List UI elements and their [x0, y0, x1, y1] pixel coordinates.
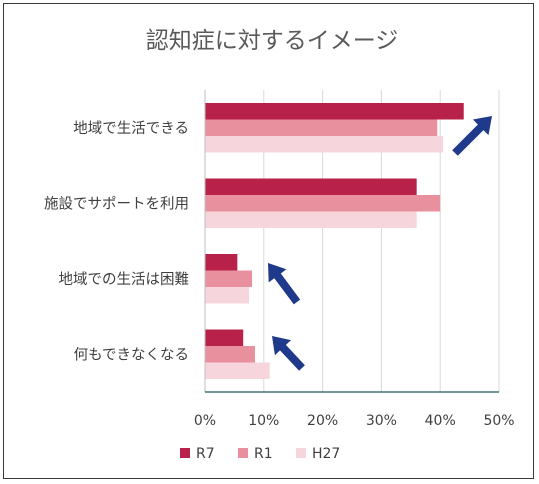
legend-label: R7	[196, 446, 215, 462]
x-tick-label: 20%	[307, 413, 338, 429]
bar-r7	[205, 178, 417, 195]
bar-r7	[205, 329, 244, 346]
bar-h27	[205, 136, 444, 153]
legend-swatch-r7	[180, 448, 190, 458]
arrow-icon	[268, 263, 301, 305]
annotation-arrows	[268, 116, 492, 371]
category-label: 地域での生活は困難	[59, 271, 190, 288]
bar-h27	[205, 287, 250, 304]
chart-frame	[3, 3, 534, 479]
legend-swatch-h27	[296, 448, 306, 458]
chart-title: 認知症に対するイメージ	[146, 28, 399, 54]
bar-r1	[205, 346, 255, 363]
legend: R7 R1 H27	[180, 446, 340, 462]
bar-h27	[205, 211, 417, 228]
bar-r1	[205, 119, 438, 136]
legend-label: R1	[254, 446, 273, 462]
legend-label: H27	[312, 446, 340, 462]
category-label: 地域で生活できる	[73, 120, 189, 137]
x-tick-label: 0%	[194, 413, 216, 429]
bar-r7	[205, 254, 238, 271]
arrow-icon	[452, 116, 492, 156]
arrow-icon	[272, 336, 305, 371]
bars	[205, 103, 464, 379]
tick-labels: 0% 10% 20% 30% 40% 50%	[194, 413, 515, 429]
category-label: 施設でサポートを利用	[44, 195, 189, 212]
category-label: 何もできなくなる	[74, 346, 189, 363]
axes	[204, 90, 499, 393]
bar-r7	[205, 103, 464, 120]
x-tick-label: 10%	[248, 413, 279, 429]
bar-r1	[205, 195, 441, 212]
x-tick-label: 30%	[366, 413, 397, 429]
x-tick-label: 50%	[483, 413, 514, 429]
bar-r1	[205, 270, 253, 287]
x-tick-label: 40%	[425, 413, 456, 429]
bar-h27	[205, 362, 270, 379]
legend-swatch-r1	[238, 448, 248, 458]
